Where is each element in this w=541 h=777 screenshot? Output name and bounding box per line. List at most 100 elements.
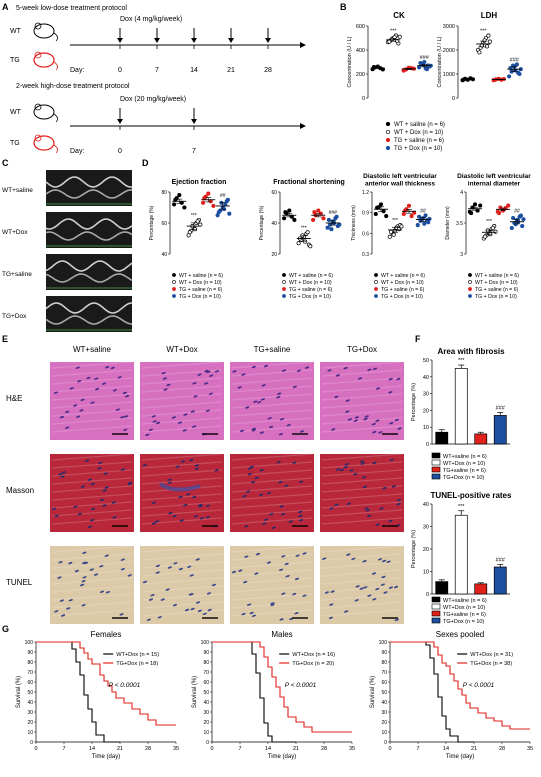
nucleus [80, 583, 85, 587]
nucleus [334, 395, 339, 399]
p-value: P < 0.0001 [285, 682, 317, 689]
y-axis-label: Concentration (U / L) [347, 36, 353, 87]
nucleus [155, 520, 160, 523]
nucleus [197, 373, 202, 376]
nucleus [382, 559, 387, 563]
nucleus [243, 580, 248, 584]
data-point [283, 210, 288, 215]
nucleus [208, 392, 213, 395]
echo-group-label: WT+saline [2, 187, 33, 194]
fibre-streak [141, 601, 223, 609]
nucleus [53, 391, 58, 394]
y-tick-label: 10 [423, 570, 429, 576]
fibre-streak [321, 369, 403, 377]
nucleus [69, 387, 74, 390]
nucleus [345, 410, 350, 413]
nucleus [93, 573, 99, 576]
nucleus [364, 507, 369, 510]
legend-entry: WT + Dox (n = 10) [475, 280, 518, 286]
fibre-streak [321, 361, 403, 369]
chart-title: Diastolic left ventricular anterior wall … [363, 173, 437, 188]
legend-swatch [431, 473, 441, 480]
legend-entry: WT+Dox (n = 10) [443, 461, 485, 467]
nucleus [379, 507, 384, 510]
legend-swatch [431, 466, 441, 473]
nucleus [375, 419, 380, 422]
nucleus [127, 482, 132, 486]
legend-entry: TG+Dox (n = 38) [470, 661, 512, 667]
legend-entry: TG+Dox (n = 10) [443, 619, 484, 625]
nucleus [329, 603, 334, 606]
panel-label-a: A [2, 2, 9, 12]
data-point [487, 39, 492, 44]
nucleus [127, 574, 132, 577]
legend-marker [374, 294, 378, 298]
fibre-streak [51, 477, 133, 485]
fibre-streak [231, 501, 313, 509]
data-point [303, 239, 308, 244]
nucleus [214, 370, 219, 373]
legend-entry: TG + Dox (n = 10) [381, 294, 423, 300]
chart-males: Males 0 10 20 30 40 50 60 70 80 90 100 0 7 14 21 28 35 Tim… [192, 630, 355, 760]
fibrosis-region [158, 482, 201, 492]
data-point [520, 224, 525, 229]
nucleus [363, 417, 368, 421]
nucleus [90, 482, 95, 486]
fibre-streak [51, 377, 133, 385]
nucleus [353, 473, 358, 476]
significance-label: ### [496, 557, 506, 563]
nucleus [204, 382, 209, 385]
fibre-streak [51, 593, 133, 601]
legend-swatch [431, 459, 441, 466]
data-point [325, 225, 330, 230]
p-value-text: P < 0.0001 [285, 682, 317, 689]
fibre-streak [321, 601, 403, 609]
data-point [423, 213, 428, 218]
data-point [321, 216, 326, 221]
nucleus [74, 569, 79, 573]
nucleus [77, 512, 82, 516]
nucleus [355, 585, 360, 588]
fibre-streak [321, 593, 403, 601]
nucleus [124, 415, 129, 418]
nucleus [123, 428, 128, 431]
nucleus [182, 429, 187, 432]
nucleus [80, 398, 85, 401]
y-tick-label: 60 [27, 680, 33, 686]
legend-entry: TG + Dox (n = 10) [475, 294, 517, 300]
data-point [387, 234, 392, 239]
y-tick-label: 40 [27, 700, 33, 706]
nucleus [175, 465, 180, 468]
nucleus [322, 557, 327, 560]
data-point [417, 214, 422, 219]
nucleus [270, 602, 275, 605]
histology-image [140, 362, 224, 440]
nucleus [378, 431, 383, 434]
fibre-streak [321, 409, 403, 417]
nucleus [60, 475, 65, 478]
day-label-low: Day: [70, 67, 84, 74]
fibre-streak [141, 561, 223, 569]
nucleus [82, 551, 87, 554]
legend-entry: TG + Dox (n = 10) [394, 146, 442, 152]
nucleus [286, 424, 291, 427]
nucleus [120, 558, 125, 561]
y-tick-label: 100 [25, 640, 34, 646]
chart-title: Diastolic left ventricular internal diame… [457, 173, 531, 188]
y-axis-label: Percentage (%) [411, 530, 417, 568]
y-tick-label: 0.9 [362, 211, 369, 217]
dose-arrows-high [117, 108, 197, 124]
nucleus [104, 486, 109, 489]
fibre-streak [321, 609, 403, 617]
legend-marker [282, 287, 286, 291]
nucleus [367, 594, 372, 597]
y-tick-label: 1.2 [362, 190, 369, 196]
significance-label: ### [420, 55, 430, 61]
panel-label-c: C [2, 158, 9, 168]
fibre-streak [51, 385, 133, 393]
nucleus [299, 519, 304, 522]
nucleus [372, 367, 378, 370]
nucleus [388, 519, 393, 523]
nucleus [214, 469, 219, 472]
